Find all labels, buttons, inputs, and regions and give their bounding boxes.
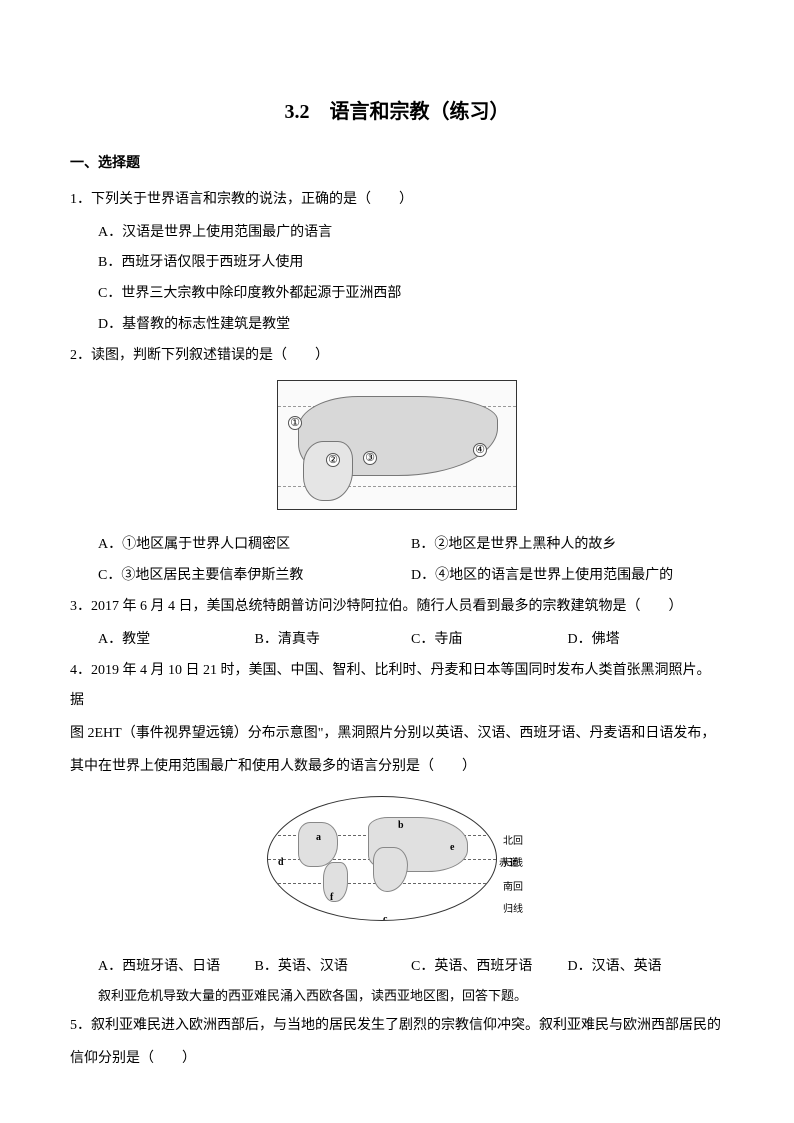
map2-tropic-s: 南回归线 <box>499 877 527 921</box>
q4-option-a: A．西班牙语、日语 <box>98 952 255 983</box>
q3-option-d: D．佛塔 <box>568 625 725 656</box>
map2-point-c: c <box>383 909 387 921</box>
map2-point-d: d <box>278 852 284 874</box>
map1-label-2: ② <box>326 453 340 467</box>
map1-label-1: ① <box>288 416 302 430</box>
q3-option-c: C．寺庙 <box>411 625 568 656</box>
q1-option-d: D．基督教的标志性建筑是教堂 <box>70 310 724 341</box>
q4-option-c: C．英语、西班牙语 <box>411 952 568 983</box>
q1-option-a: A．汉语是世界上使用范围最广的语言 <box>70 218 724 249</box>
map1-label-4: ④ <box>473 443 487 457</box>
page-title: 3.2 语言和宗教（练习） <box>70 90 724 134</box>
q1-option-b: B．西班牙语仅限于西班牙人使用 <box>70 248 724 279</box>
q4-text-line2: 图 2EHT（事件视界望远镜）分布示意图"，黑洞照片分别以英语、汉语、西班牙语、… <box>70 719 724 750</box>
q3-option-a: A．教堂 <box>98 625 255 656</box>
q2-option-d: D．④地区的语言是世界上使用范围最广的 <box>411 561 724 592</box>
q5-text-line1: 5．叙利亚难民进入欧洲西部后，与当地的居民发生了剧烈的宗教信仰冲突。叙利亚难民与… <box>70 1011 724 1042</box>
section-header: 一、选择题 <box>70 149 724 180</box>
q2-option-a: A．①地区属于世界人口稠密区 <box>98 530 411 561</box>
map2-point-b: b <box>398 815 404 837</box>
q5-context: 叙利亚危机导致大量的西亚难民涌入西欧各国，读西亚地区图，回答下题。 <box>70 982 724 1011</box>
q4-text-line1: 4．2019 年 4 月 10 日 21 时，美国、中国、智利、比利时、丹麦和日… <box>70 656 724 718</box>
q5-text-line2: 信仰分别是（ ） <box>70 1044 724 1075</box>
map1-label-3: ③ <box>363 451 377 465</box>
map2-equator: 赤道 <box>499 853 519 875</box>
map2-point-f: f <box>330 887 333 909</box>
q2-text: 2．读图，判断下列叙述错误的是（ ） <box>70 341 724 372</box>
q4-map: a b d e f c 北回归线 赤道 南回归线 <box>70 791 724 944</box>
q1-text: 1．下列关于世界语言和宗教的说法，正确的是（ ） <box>70 185 724 216</box>
q4-text-line3: 其中在世界上使用范围最广和使用人数最多的语言分别是（ ） <box>70 752 724 783</box>
q4-option-d: D．汉语、英语 <box>568 952 725 983</box>
q2-map: ① ② ③ ④ <box>70 380 724 523</box>
q4-option-b: B．英语、汉语 <box>255 952 412 983</box>
q3-option-b: B．清真寺 <box>255 625 412 656</box>
map2-point-a: a <box>316 827 321 849</box>
q1-option-c: C．世界三大宗教中除印度教外都起源于亚洲西部 <box>70 279 724 310</box>
map2-point-e: e <box>450 837 454 859</box>
q2-option-b: B．②地区是世界上黑种人的故乡 <box>411 530 724 561</box>
q2-option-c: C．③地区居民主要信奉伊斯兰教 <box>98 561 411 592</box>
q3-text: 3．2017 年 6 月 4 日，美国总统特朗普访问沙特阿拉伯。随行人员看到最多… <box>70 592 724 623</box>
